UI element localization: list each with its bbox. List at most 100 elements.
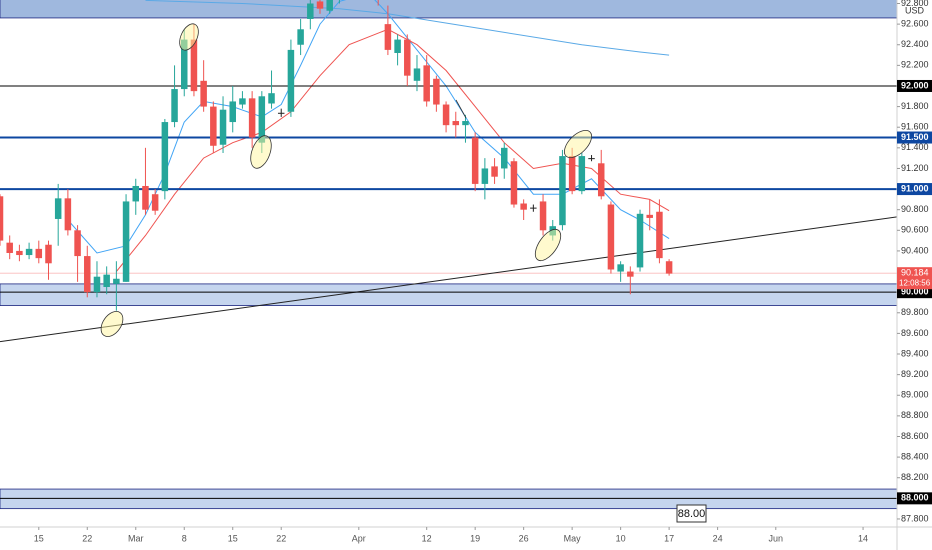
zone xyxy=(0,0,897,19)
arrow xyxy=(455,99,467,119)
candle-body xyxy=(423,65,430,102)
y-tick-label: 87.800 xyxy=(901,513,929,523)
candle-body xyxy=(219,109,227,145)
price-label: 92.000 xyxy=(901,80,929,90)
y-tick-label: 88.200 xyxy=(901,472,929,482)
y-tick-label: 89.400 xyxy=(901,348,929,358)
candle-body xyxy=(297,29,304,45)
candle-body xyxy=(404,39,411,76)
x-tick-label: May xyxy=(564,533,582,543)
highlight-ellipse xyxy=(534,228,562,262)
candle-body xyxy=(607,204,615,270)
candle-body xyxy=(74,230,81,257)
candle-body xyxy=(171,89,178,123)
candle-body xyxy=(588,158,595,160)
candle-body xyxy=(597,163,605,197)
current-price-label: 90.184 xyxy=(901,268,929,278)
currency-label: USD xyxy=(905,5,925,15)
y-tick-label: 91.200 xyxy=(901,163,929,173)
y-tick-label: 89.000 xyxy=(901,390,929,400)
x-tick-label: 14 xyxy=(858,533,868,543)
candle-body xyxy=(627,271,634,277)
candle-body xyxy=(520,203,527,210)
candle-body xyxy=(656,211,663,259)
candle-body xyxy=(93,276,101,293)
candle-body xyxy=(200,80,207,107)
price-label-box xyxy=(897,131,932,144)
candle-body xyxy=(180,39,188,90)
price-label-box xyxy=(897,492,932,505)
candle-body xyxy=(45,244,52,264)
candle-body xyxy=(578,156,586,192)
candle-body xyxy=(161,122,169,192)
y-tick-label: 89.800 xyxy=(901,307,929,317)
candle-body xyxy=(539,201,547,231)
price-label-box xyxy=(897,183,932,196)
candle-body xyxy=(394,39,401,53)
x-tick-label: 19 xyxy=(470,533,480,543)
candle-body xyxy=(64,198,72,231)
x-tick-label: Mar xyxy=(128,533,144,543)
x-tick-label: 15 xyxy=(34,533,44,543)
candle-body xyxy=(84,256,91,293)
candle-body xyxy=(268,93,275,104)
candle-body xyxy=(229,101,236,123)
candle-body xyxy=(559,156,566,226)
candle-body xyxy=(636,213,644,268)
y-tick-label: 90.800 xyxy=(901,204,929,214)
annotations: 88.00 xyxy=(100,23,707,523)
y-tick-label: 89.600 xyxy=(901,328,929,338)
x-tick-label: Jun xyxy=(769,533,784,543)
annotation-box xyxy=(676,504,707,523)
y-tick-label: 88.400 xyxy=(901,451,929,461)
candle-body xyxy=(442,104,450,126)
candle-body xyxy=(113,278,120,284)
candle-body xyxy=(16,250,23,256)
candle-body xyxy=(35,248,43,259)
candle-body xyxy=(277,112,285,114)
candle-body xyxy=(248,98,256,138)
y-tick-label: 88.800 xyxy=(901,410,929,420)
overlay-line xyxy=(145,0,670,56)
price-label-box xyxy=(897,79,932,92)
y-tick-label: 92.200 xyxy=(901,60,929,70)
candle-body xyxy=(103,274,110,288)
y-tick-label: 91.800 xyxy=(901,101,929,111)
candle-body xyxy=(287,49,295,112)
y-tick-label: 91.400 xyxy=(901,142,929,152)
candle-body xyxy=(452,121,460,126)
candle-body xyxy=(646,214,653,218)
candle-body xyxy=(491,166,498,177)
candle-body xyxy=(433,78,440,105)
y-tick-label: 92.800 xyxy=(901,0,929,8)
candle-body xyxy=(413,68,421,81)
x-tick-label: 24 xyxy=(713,533,723,543)
candle-body xyxy=(501,147,508,169)
x-tick-label: 22 xyxy=(82,533,92,543)
overlay-line xyxy=(0,216,897,343)
countdown-label: 12:08:56 xyxy=(899,278,931,287)
y-tick-label: 89.200 xyxy=(901,369,929,379)
candle-body xyxy=(210,106,217,146)
current-price-box xyxy=(897,267,932,290)
candle-body xyxy=(481,168,489,184)
candle-body xyxy=(665,261,673,274)
candle-body xyxy=(258,96,266,143)
candle-body xyxy=(326,0,333,11)
y-tick-label: 92.600 xyxy=(901,18,929,28)
x-tick-label: 17 xyxy=(664,533,674,543)
candle-body xyxy=(151,194,159,211)
candle-body xyxy=(239,98,246,105)
candle-body xyxy=(132,185,140,202)
x-tick-label: 12 xyxy=(422,533,432,543)
candle-body xyxy=(6,242,13,253)
candle-body xyxy=(0,196,4,241)
overlay-line xyxy=(116,28,670,272)
candle-body xyxy=(617,264,624,272)
candle-body xyxy=(471,137,479,184)
highlight-ellipse xyxy=(563,129,593,159)
x-tick-label: 26 xyxy=(519,533,529,543)
x-tick-label: 10 xyxy=(616,533,626,543)
